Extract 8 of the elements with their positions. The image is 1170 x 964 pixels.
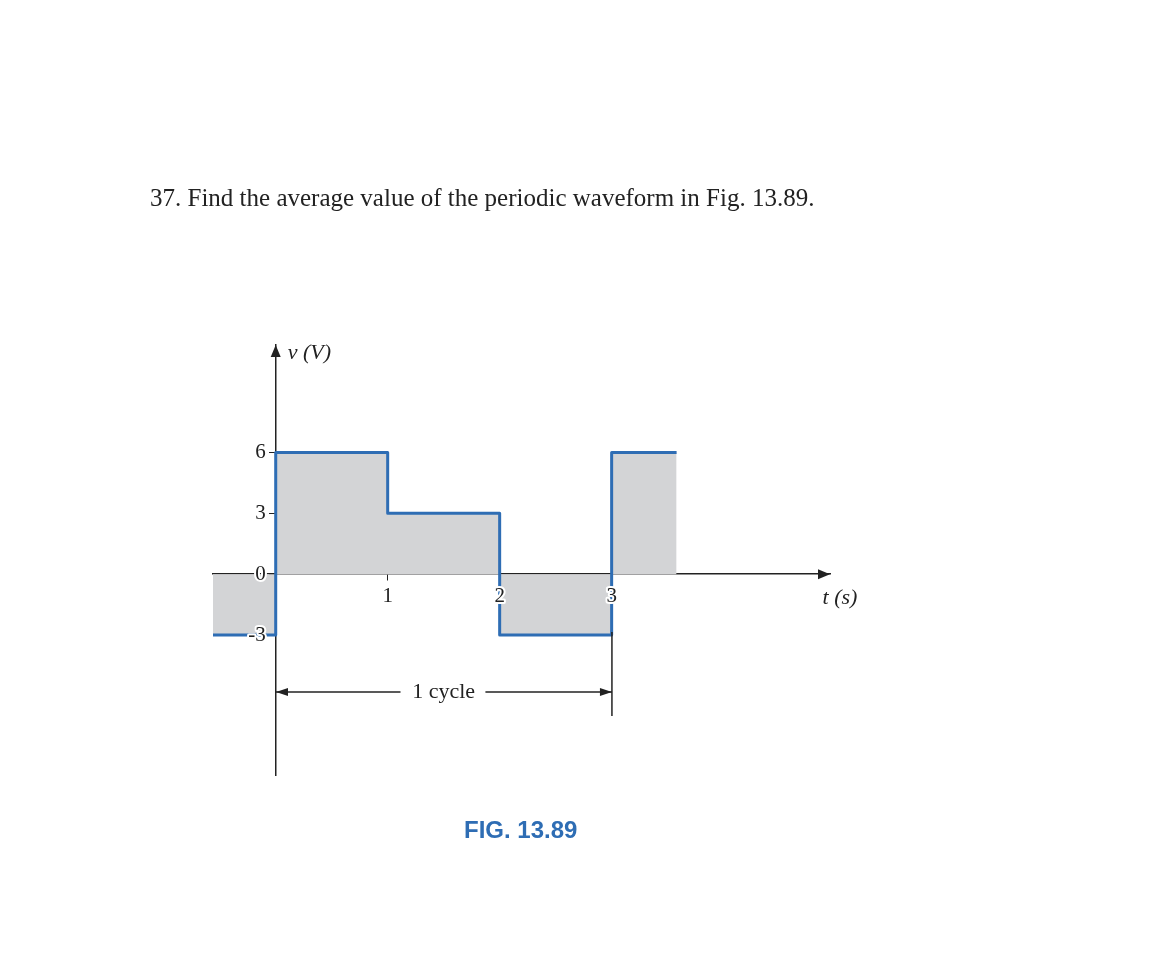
y-tick-label: 3 xyxy=(255,499,266,524)
x-axis-title: t (s) xyxy=(822,583,858,609)
x-tick-label: 1 xyxy=(382,582,393,607)
y-tick-label: 6 xyxy=(255,439,266,464)
chart-title: 37. Find the average value of the periodic waveform in Fig. 13.89. xyxy=(150,184,815,212)
caption: FIG. 13.89 xyxy=(464,816,578,844)
annotation: 1 cycle xyxy=(412,678,476,705)
y-axis-title: v (V) xyxy=(287,338,332,364)
